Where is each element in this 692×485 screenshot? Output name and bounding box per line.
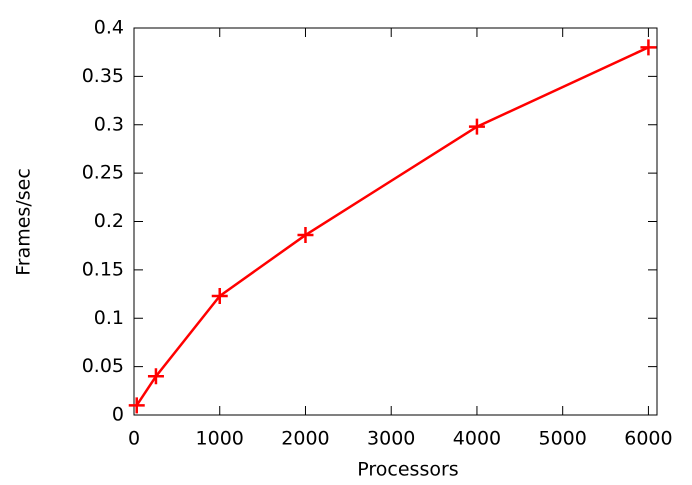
x-tick-label: 4000	[453, 428, 501, 450]
point-marker	[147, 368, 164, 385]
y-tick-label: 0	[112, 404, 124, 426]
y-tick-label: 0.2	[94, 210, 124, 232]
x-axis-label: Processors	[357, 459, 458, 481]
point-marker	[211, 287, 228, 304]
x-tick-label: 6000	[624, 428, 672, 450]
y-tick-label: 0.3	[94, 113, 124, 135]
x-tick-label: 3000	[367, 428, 415, 450]
point-marker	[297, 227, 314, 244]
x-tick-label: 1000	[196, 428, 244, 450]
point-marker	[640, 39, 657, 56]
y-tick-label: 0.35	[82, 65, 124, 87]
series-line	[135, 46, 649, 407]
y-tick-label: 0.1	[94, 307, 124, 329]
y-tick-label: 0.25	[82, 162, 124, 184]
y-tick-label: 0.05	[82, 355, 124, 377]
y-tick-label: 0.15	[82, 258, 124, 280]
plot-frame	[133, 27, 658, 416]
y-axis-label: Frames/sec	[13, 168, 35, 276]
x-tick-label: 5000	[539, 428, 587, 450]
point-marker	[128, 397, 145, 414]
point-marker	[468, 118, 485, 135]
x-tick-label: 2000	[281, 428, 329, 450]
y-tick-label: 0.4	[94, 17, 124, 39]
x-tick-label: 0	[128, 428, 140, 450]
